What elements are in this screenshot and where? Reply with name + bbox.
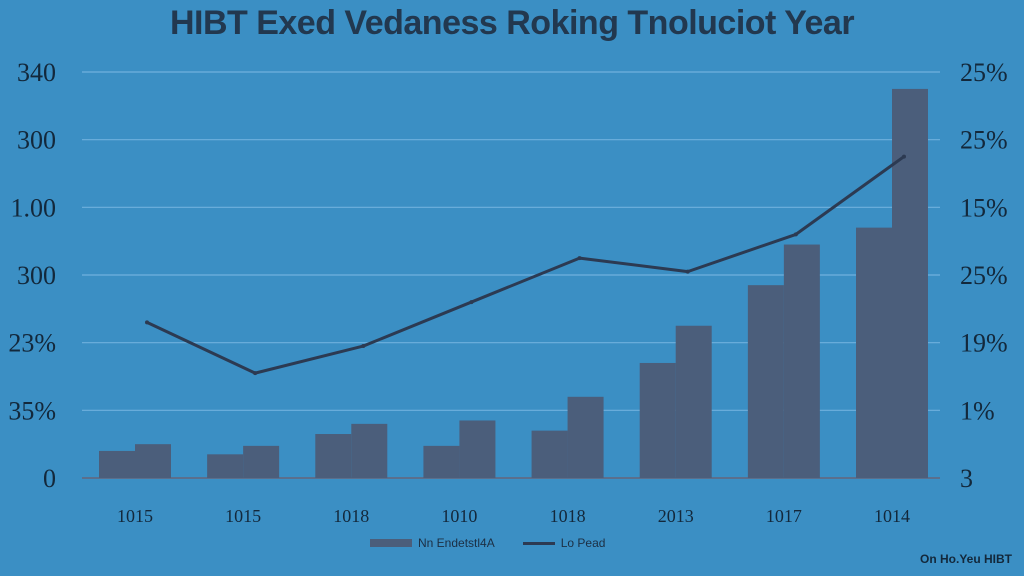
bar-front [351,423,388,478]
bar-back [315,434,352,478]
x-tick-label: 1014 [874,506,910,526]
source-note: On Ho.Yeu HIBT [919,552,1012,566]
x-tick-label: 1018 [550,506,586,526]
legend: Nn Endetstl4A Lo Pead [370,536,605,550]
y-tick-label-left: 300 [17,261,56,290]
y-tick-label-left: 23% [8,329,56,358]
bar-front [675,325,712,478]
bar-back [423,445,460,478]
y-tick-label-right: 19% [960,329,1008,358]
x-tick-label: 1015 [225,506,261,526]
y-tick-label-right: 25% [960,126,1008,155]
bar-back [639,362,676,478]
chart-title: HIBT Exed Vedaness Roking Tnoluciot Year [169,4,855,42]
line-point [469,300,474,305]
line-point [253,371,258,376]
legend-swatch-line [522,541,555,545]
bar-front [135,444,171,478]
bar-front [459,420,496,478]
line-point [685,269,690,274]
bar-front [243,445,280,478]
bars-layer [99,88,928,479]
x-tick-label: 1018 [333,506,369,526]
x-tick-label: 1017 [766,506,802,526]
bar-back [531,430,568,478]
line-point [902,154,906,159]
y-tick-label-left: 300 [17,126,56,155]
bar-back [207,454,244,478]
y-tick-label-left: 340 [17,58,56,87]
y-tick-label-right: 3 [960,464,973,493]
bar-front [783,244,820,478]
y-tick-label-right: 25% [960,58,1008,87]
bar-back [747,285,784,478]
line-point [793,232,798,237]
x-tick-label: 1010 [441,506,477,526]
legend-swatch-bars [370,539,412,547]
y-tick-label-left: 35% [8,396,56,425]
legend-label-line: Lo Pead [560,536,606,550]
right-y-axis: 25% 25% 15% 25% 19% 1% 3 [960,58,1008,493]
legend-item-line: Lo Pead [522,536,606,550]
bar-back [99,450,135,478]
x-tick-label: 1015 [117,506,153,526]
series-line [146,155,905,375]
legend-label-bars: Nn Endetstl4A [418,536,495,550]
left-y-axis: 340 300 1.00 300 23% 35% 0 [8,58,56,493]
line-point [145,320,149,325]
x-tick-label: 2013 [658,506,694,526]
y-tick-label-right: 25% [960,261,1008,290]
y-tick-label-right: 15% [960,193,1008,222]
bar-back [856,227,892,478]
legend-item-bars: Nn Endetstl4A [370,536,495,550]
bar-front [892,88,928,479]
y-tick-label-right: 1% [960,396,995,425]
y-tick-label-left: 0 [43,464,56,493]
bar-front [567,396,604,478]
x-axis: 1015 1015 1018 1010 1018 2013 1017 1014 [117,506,910,526]
line-layer [145,154,906,376]
line-point [361,344,366,349]
line-point [577,256,582,261]
y-tick-label-left: 1.00 [11,193,57,222]
